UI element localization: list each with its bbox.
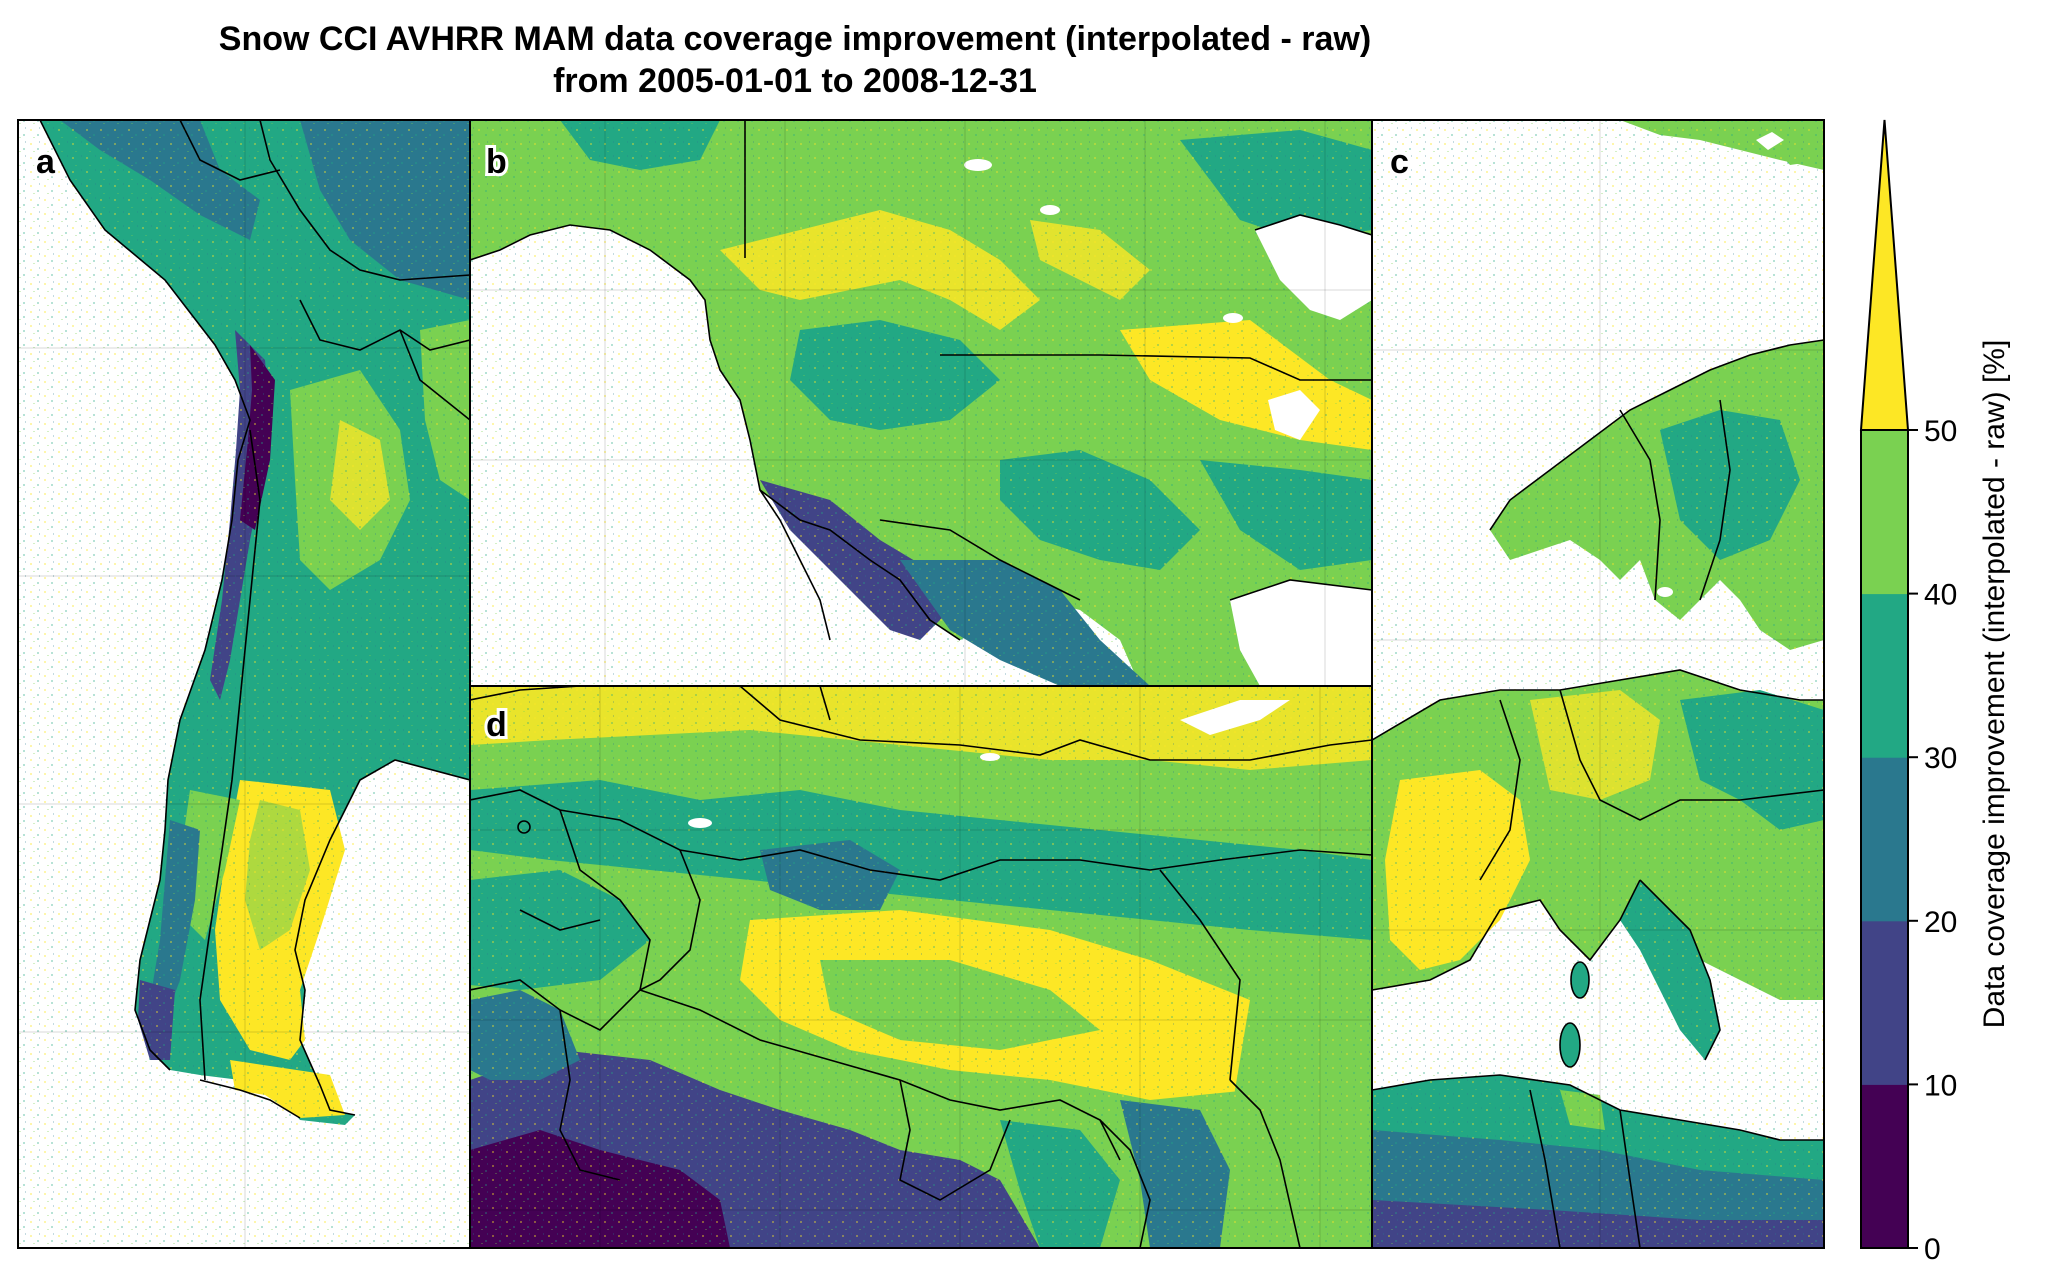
title-line-2: from 2005-01-01 to 2008-12-31 (553, 62, 1037, 100)
colorbar-tick-labels: 0 10 20 30 40 50 (1924, 415, 1957, 1266)
colorbar-bins (1861, 430, 1908, 1249)
panel-d-map: d (470, 686, 1372, 1248)
colorbar-bin-40-50 (1861, 430, 1908, 595)
panel-d-borders (470, 686, 1372, 1248)
panel-a-gridlines (18, 120, 470, 1248)
colorbar-bin-20-30 (1861, 757, 1908, 922)
colorbar-ticks (1908, 429, 1918, 1249)
colorbar-tick-label: 10 (1924, 1069, 1957, 1102)
panel-c-gridlines (1372, 120, 1824, 1248)
panel-a-land (18, 120, 470, 1248)
panel-c-borders (1372, 339, 1824, 1248)
colorbar-label: Data coverage improvement (interpolated … (1978, 340, 2011, 1029)
panel-b-label: b (486, 143, 507, 181)
colorbar-tick-label: 0 (1924, 1233, 1941, 1266)
panel-c-map: c (1372, 120, 1824, 1248)
colorbar-bin-0-10 (1861, 1084, 1908, 1249)
panel-frames (17, 119, 1825, 1249)
colorbar: 0 10 20 30 40 50 Data coverage improvement (i… (1859, 119, 2011, 1266)
panel-b-land (470, 120, 1372, 686)
figure-title: Snow CCI AVHRR MAM data coverage improve… (0, 18, 1590, 102)
colorbar-tick-label: 40 (1924, 579, 1957, 612)
panel-b-map: b (470, 120, 1372, 686)
panel-a-borders (39, 120, 470, 1119)
panel-a-map: a (18, 120, 470, 1248)
panel-a-label: a (36, 143, 56, 181)
panel-d-land (470, 686, 1372, 1248)
colorbar-extend-max-triangle (1859, 119, 1910, 431)
colorbar-tick-label: 30 (1924, 742, 1957, 775)
colorbar-tick-label: 20 (1924, 906, 1957, 939)
panel-b-gridlines (470, 120, 1372, 686)
colorbar-bin-10-20 (1861, 920, 1908, 1085)
colorbar-tick-label: 50 (1924, 415, 1957, 448)
title-line-1: Snow CCI AVHRR MAM data coverage improve… (218, 20, 1372, 58)
panel-d-gridlines (470, 686, 1372, 1248)
colorbar-frame (1860, 429, 1909, 1249)
panel-c-label: c (1390, 143, 1409, 181)
panel-d-label: d (486, 706, 507, 744)
colorbar-bin-30-40 (1861, 593, 1908, 758)
panel-b-borders (470, 120, 1372, 641)
